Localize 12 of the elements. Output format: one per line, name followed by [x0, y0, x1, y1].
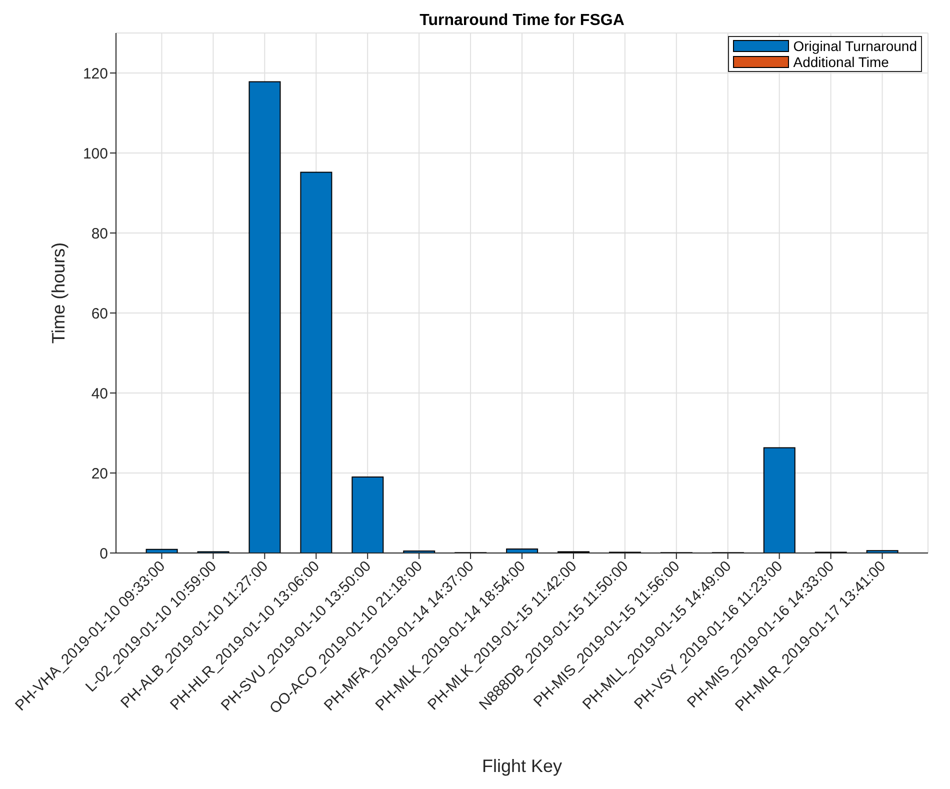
y-tick-label: 60: [91, 305, 108, 322]
legend-label: Original Turnaround: [793, 38, 917, 54]
x-axis-title: Flight Key: [482, 756, 562, 776]
y-tick-label: 100: [82, 145, 108, 162]
y-axis-title: Time (hours): [48, 242, 68, 344]
y-tick-label: 80: [91, 225, 108, 242]
legend-label: Additional Time: [793, 54, 889, 70]
y-tick-label: 40: [91, 385, 108, 402]
y-tick-label: 20: [91, 465, 108, 482]
y-tick-label: 0: [100, 545, 108, 562]
chart-title: Turnaround Time for FSGA: [418, 12, 626, 30]
y-tick-label: 120: [82, 65, 108, 82]
